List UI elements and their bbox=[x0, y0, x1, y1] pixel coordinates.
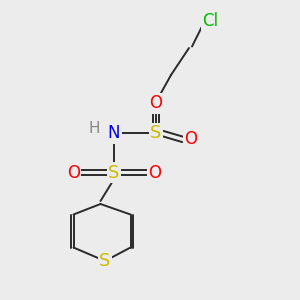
Text: Cl: Cl bbox=[202, 12, 218, 30]
Text: O: O bbox=[148, 164, 161, 181]
Text: S: S bbox=[108, 164, 120, 181]
Text: H: H bbox=[89, 121, 100, 136]
Text: S: S bbox=[99, 252, 111, 270]
Text: O: O bbox=[149, 94, 163, 112]
Text: N: N bbox=[108, 124, 120, 142]
Text: O: O bbox=[184, 130, 197, 148]
Text: S: S bbox=[150, 124, 162, 142]
Text: O: O bbox=[67, 164, 80, 181]
